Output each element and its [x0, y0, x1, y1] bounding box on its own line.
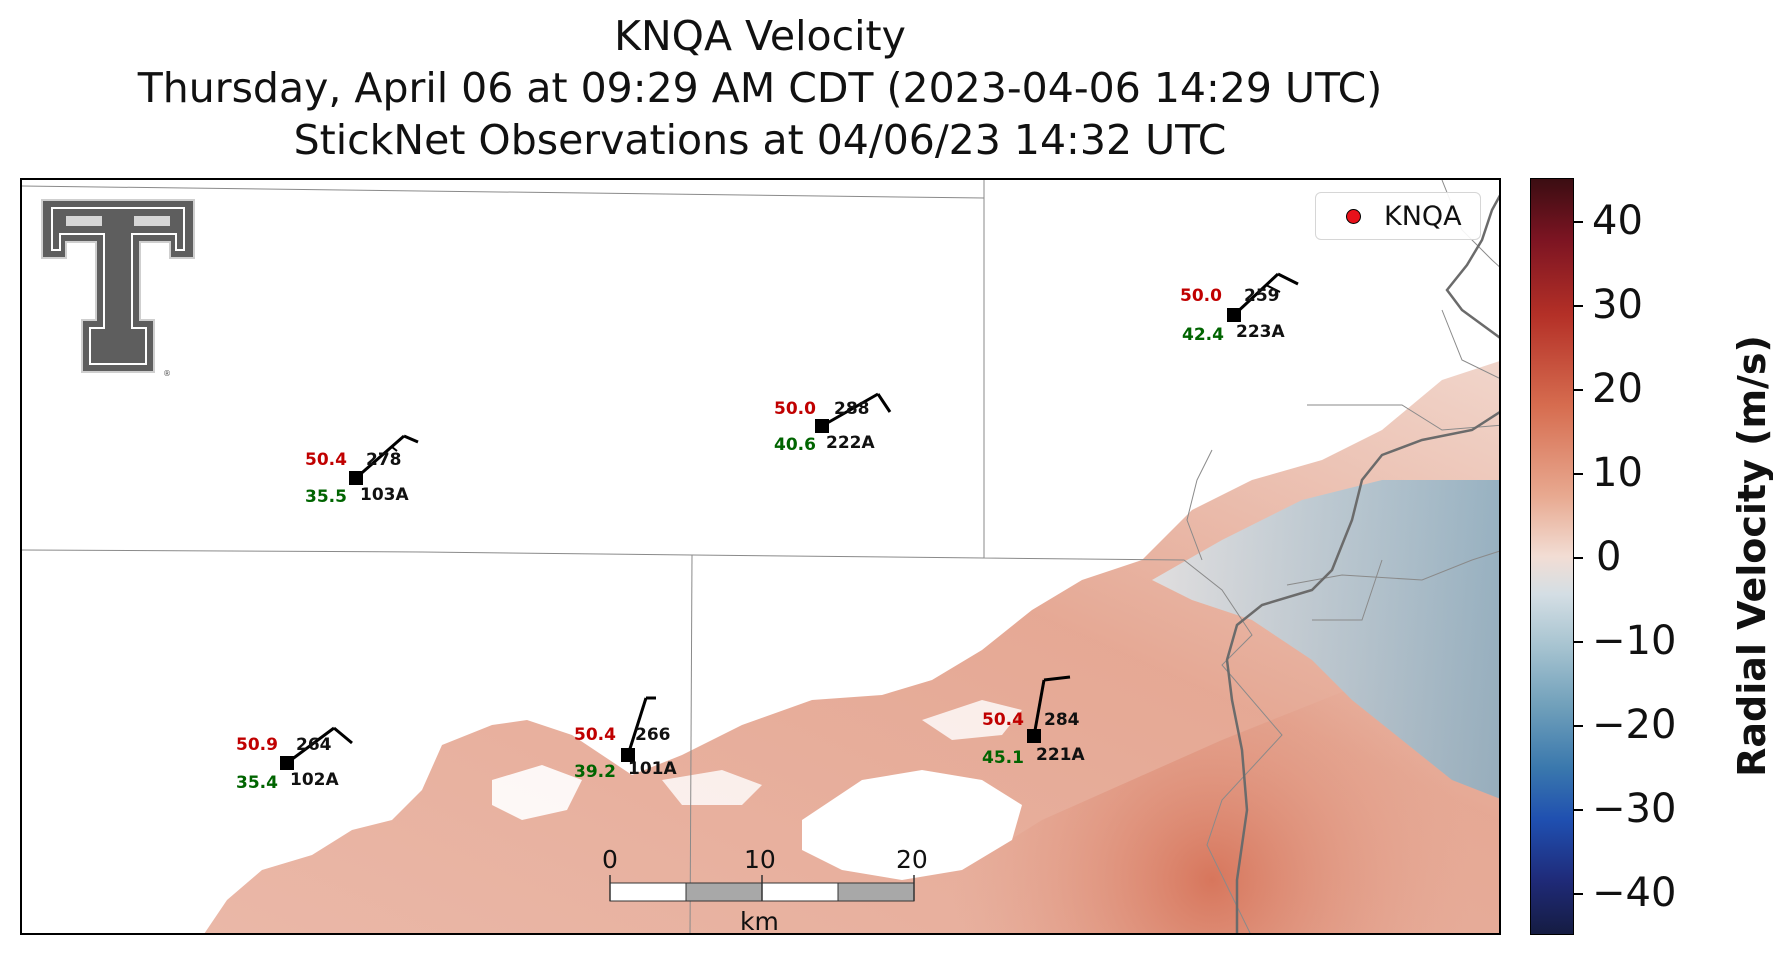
- station-dew: 40.6: [774, 435, 816, 455]
- station-id: 103A: [360, 485, 409, 505]
- scale-tick-20: 20: [896, 845, 928, 874]
- station-id: 223A: [1236, 322, 1285, 342]
- station-dew: 35.5: [305, 487, 347, 507]
- station-dir: 288: [834, 399, 870, 419]
- station-id: 222A: [826, 433, 875, 453]
- scale-tick-0: 0: [602, 845, 618, 874]
- station-temp: 50.0: [774, 399, 816, 419]
- colorbar-tick: [1574, 473, 1583, 475]
- colorbar-title: Radial Velocity (m/s): [1730, 335, 1773, 777]
- title-line-1: KNQA Velocity: [614, 12, 906, 60]
- scale-tick-10: 10: [744, 845, 776, 874]
- colorbar: [1530, 178, 1574, 935]
- colorbar-label: −40: [1592, 870, 1677, 916]
- legend-label: KNQA: [1384, 201, 1462, 232]
- colorbar-label: −30: [1592, 786, 1677, 832]
- station-dew: 35.4: [236, 773, 278, 793]
- map-legend: KNQA: [1315, 192, 1481, 240]
- radar-map[interactable]: 50.4 278 35.5 103A 50.0 288 40.6 222A 50…: [20, 178, 1501, 935]
- texas-tech-logo: ®: [41, 199, 195, 378]
- scale-bar: 0 10 20 km: [602, 845, 928, 935]
- station-dir: 284: [1044, 710, 1080, 730]
- station-dir: 259: [1244, 286, 1280, 306]
- velocity-echoes: [204, 361, 1499, 933]
- station-dew: 42.4: [1182, 325, 1224, 345]
- colorbar-label: 30: [1592, 282, 1643, 328]
- scale-unit: km: [740, 907, 779, 935]
- station-id: 102A: [290, 770, 339, 790]
- colorbar-tick: [1574, 725, 1583, 727]
- station-temp: 50.4: [305, 450, 347, 470]
- colorbar-label: 10: [1592, 450, 1643, 496]
- station-221A[interactable]: 50.4 284 45.1 221A: [982, 675, 1085, 768]
- colorbar-tick: [1574, 557, 1583, 559]
- colorbar-label: 0: [1596, 534, 1622, 580]
- title-line-3: StickNet Observations at 04/06/23 14:32 …: [293, 116, 1227, 164]
- colorbar-tick: [1574, 809, 1583, 811]
- station-dir: 266: [635, 725, 671, 745]
- colorbar-label: −10: [1592, 618, 1677, 664]
- station-dir: 264: [296, 735, 332, 755]
- station-temp: 50.9: [236, 735, 278, 755]
- chart-title: KNQA Velocity Thursday, April 06 at 09:2…: [20, 10, 1500, 166]
- state-boundary: [1225, 194, 1499, 933]
- station-temp: 50.4: [982, 710, 1024, 730]
- station-101A[interactable]: 50.4 266 39.2 101A: [574, 696, 677, 782]
- station-102A[interactable]: 50.9 264 35.4 102A: [236, 726, 353, 793]
- colorbar-label: 20: [1592, 366, 1643, 412]
- map-canvas: 50.4 278 35.5 103A 50.0 288 40.6 222A 50…: [22, 180, 1499, 935]
- station-id: 101A: [628, 759, 677, 779]
- station-dir: 278: [366, 450, 402, 470]
- station-222A[interactable]: 50.0 288 40.6 222A: [774, 392, 892, 455]
- station-103A[interactable]: 50.4 278 35.5 103A: [305, 434, 419, 507]
- colorbar-tick: [1574, 305, 1583, 307]
- colorbar-tick: [1574, 641, 1583, 643]
- colorbar-tick: [1574, 893, 1583, 895]
- station-temp: 50.0: [1180, 286, 1222, 306]
- station-dew: 45.1: [982, 748, 1024, 768]
- station-dew: 39.2: [574, 762, 616, 782]
- colorbar-tick: [1574, 221, 1583, 223]
- colorbar-label: −20: [1592, 702, 1677, 748]
- colorbar-tick: [1574, 389, 1583, 391]
- station-id: 221A: [1036, 745, 1085, 765]
- station-223A[interactable]: 50.0 259 42.4 223A: [1180, 272, 1299, 345]
- colorbar-label: 40: [1592, 198, 1643, 244]
- radar-site-marker-icon: [1346, 209, 1361, 224]
- title-line-2: Thursday, April 06 at 09:29 AM CDT (2023…: [137, 64, 1383, 112]
- svg-text:®: ®: [163, 369, 171, 378]
- station-temp: 50.4: [574, 725, 616, 745]
